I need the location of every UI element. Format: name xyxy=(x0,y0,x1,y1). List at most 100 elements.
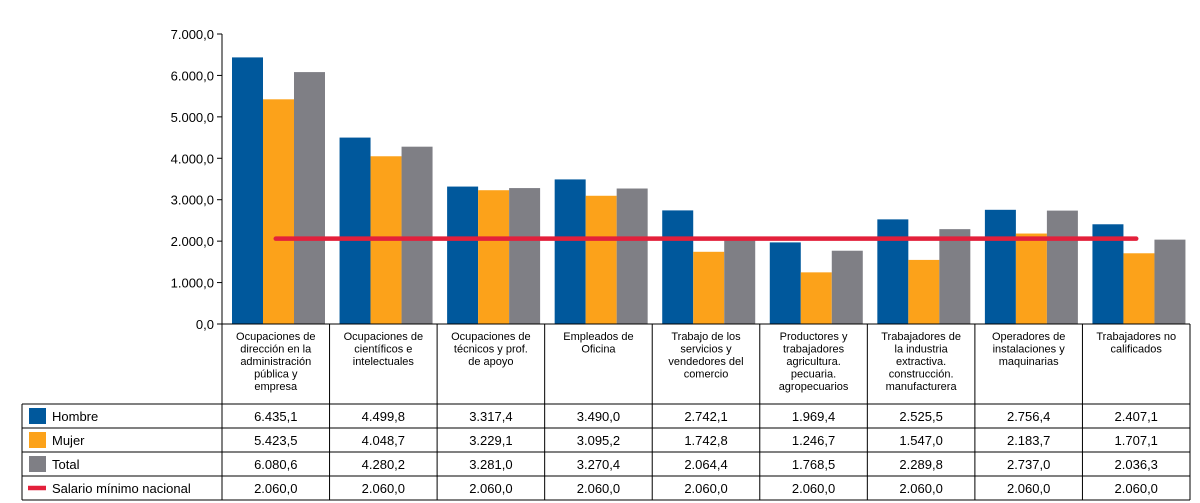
legend-label: Total xyxy=(52,457,80,472)
table-cell-value: 2.060,0 xyxy=(1007,481,1050,496)
category-label-line: científicos e xyxy=(354,344,412,356)
bar-hombre xyxy=(232,57,263,324)
bar-total xyxy=(616,188,648,324)
category-label: Operadores de instalaciones y maquinarias xyxy=(992,331,1065,368)
category-label-line: agropecuarios xyxy=(779,381,849,393)
table-cell-value: 3.229,1 xyxy=(469,433,512,448)
bar-total xyxy=(724,238,756,324)
bar-hombre xyxy=(662,210,694,324)
table-cell-value: 1.969,4 xyxy=(792,409,835,424)
category-label-line: extractiva. xyxy=(896,356,946,368)
category-label-line: vendedores del xyxy=(668,356,743,368)
bar-hombre xyxy=(769,242,801,324)
bar-total xyxy=(831,250,863,324)
category-label-line: comercio xyxy=(684,369,729,381)
table-cell-value: 2.183,7 xyxy=(1007,433,1050,448)
y-tick-label: 4.000,0 xyxy=(171,151,214,166)
bar-mujer xyxy=(585,195,617,324)
category-label-line: construcción. xyxy=(889,369,954,381)
table-cell-value: 3.270,4 xyxy=(577,457,620,472)
category-label-line: técnicos y prof. xyxy=(454,344,528,356)
category-label-line: Empleados de xyxy=(563,331,633,343)
legend-swatch-mujer xyxy=(29,432,46,448)
bar-mujer xyxy=(800,272,832,324)
category-label-line: maquinarias xyxy=(999,356,1059,368)
category-label-line: administración xyxy=(240,356,311,368)
table-cell-value: 1.547,0 xyxy=(899,433,942,448)
category-label-line: Ocupaciones de xyxy=(451,331,531,343)
category-label-line: de apoyo xyxy=(468,356,513,368)
bar-total xyxy=(294,72,325,324)
table-cell-value: 2.737,0 xyxy=(1007,457,1050,472)
bar-mujer xyxy=(693,251,725,324)
category-label: Trabajo de los servicios y vendedores del c… xyxy=(668,331,743,381)
table-cell-value: 6.435,1 xyxy=(254,409,297,424)
table-cell-value: 3.317,4 xyxy=(469,409,512,424)
table-cell-value: 1.742,8 xyxy=(684,433,727,448)
bar-hombre xyxy=(339,137,371,324)
bar-mujer xyxy=(478,190,510,324)
legend-swatch-total xyxy=(29,456,46,472)
table-cell-value: 2.060,0 xyxy=(899,481,942,496)
category-label-line: la industria xyxy=(895,344,949,356)
table-cell-value: 6.080,6 xyxy=(254,457,297,472)
y-tick-label: 7.000,0 xyxy=(171,27,214,42)
category-label-line: empresa xyxy=(254,381,298,393)
y-tick-label: 2.000,0 xyxy=(171,234,214,249)
category-label-line: intelectuales xyxy=(353,356,415,368)
bars xyxy=(232,57,1186,325)
category-label-line: Trabajadores de xyxy=(881,331,961,343)
table-cell-value: 4.280,2 xyxy=(362,457,405,472)
bar-mujer xyxy=(1123,253,1155,324)
category-label-line: dirección en la xyxy=(240,344,312,356)
table-cell-value: 2.525,5 xyxy=(899,409,942,424)
category-label-line: Ocupaciones de xyxy=(344,331,424,343)
table-cell-value: 2.036,3 xyxy=(1115,457,1158,472)
table-cell-value: 2.060,0 xyxy=(362,481,405,496)
table-cell-value: 4.048,7 xyxy=(362,433,405,448)
bar-total xyxy=(939,229,971,324)
table-cell-value: 2.742,1 xyxy=(684,409,727,424)
bar-hombre xyxy=(984,209,1016,324)
y-tick-label: 5.000,0 xyxy=(171,110,214,125)
bar-mujer xyxy=(1015,233,1047,324)
category-label-line: servicios y xyxy=(680,344,732,356)
bar-hombre xyxy=(877,219,909,324)
category-label-line: calificados xyxy=(1111,344,1163,356)
category-label-line: agricultura. xyxy=(786,356,840,368)
category-label-line: pública y xyxy=(254,369,298,381)
y-axis: 0,0 1.000,0 2.000,0 3.000,0 4.000,0 5.000,0 6.… xyxy=(171,27,223,332)
category-label-line: instalaciones y xyxy=(993,344,1066,356)
table-cell-value: 2.060,0 xyxy=(577,481,620,496)
category-label: Trabajadores de la industria extractiva. co… xyxy=(881,331,961,393)
category-label-line: trabajadores xyxy=(783,344,845,356)
table-cell-value: 3.281,0 xyxy=(469,457,512,472)
category-label: Trabajadores no calificados xyxy=(1096,331,1176,356)
legend-label: Hombre xyxy=(52,409,98,424)
table-cell-value: 2.060,0 xyxy=(684,481,727,496)
table-cell-value: 2.060,0 xyxy=(469,481,512,496)
y-tick-label: 0,0 xyxy=(196,317,214,332)
category-label-line: pecuaria. xyxy=(791,369,836,381)
category-label-line: Oficina xyxy=(581,344,616,356)
bar-total xyxy=(509,188,541,324)
y-tick-label: 3.000,0 xyxy=(171,193,214,208)
legend-swatch-hombre xyxy=(29,408,46,424)
category-label-line: Productores y xyxy=(780,331,848,343)
category-label-line: Trabajadores no xyxy=(1096,331,1176,343)
category-label: Ocupaciones de técnicos y prof. de apoyo xyxy=(451,331,531,368)
table-cell-value: 3.095,2 xyxy=(577,433,620,448)
category-label: Ocupaciones de científicos e intelectuales xyxy=(344,331,424,368)
bar-total xyxy=(401,146,433,324)
category-label-line: Operadores de xyxy=(992,331,1065,343)
bar-hombre xyxy=(554,179,586,324)
legend-label: Mujer xyxy=(52,433,85,448)
table-cell-value: 1.707,1 xyxy=(1115,433,1158,448)
table-cell-value: 2.060,0 xyxy=(792,481,835,496)
y-tick-label: 6.000,0 xyxy=(171,68,214,83)
table-cell-value: 5.423,5 xyxy=(254,433,297,448)
table-cell-value: 2.407,1 xyxy=(1115,409,1158,424)
table-cell-value: 1.768,5 xyxy=(792,457,835,472)
category-label: Productores y trabajadores agricultura. pec… xyxy=(779,331,849,393)
